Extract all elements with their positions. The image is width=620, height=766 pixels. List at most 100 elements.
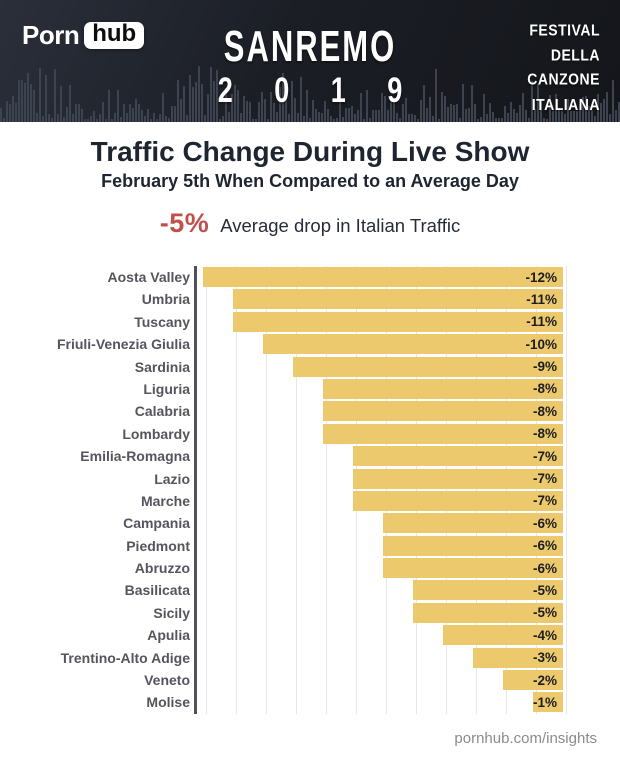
wave-bar — [405, 98, 407, 122]
bar-value-label: -5% — [532, 582, 557, 598]
wave-bar — [453, 104, 455, 122]
region-label: Basilicata — [124, 582, 190, 599]
wave-bar — [222, 115, 224, 122]
wave-bar — [327, 108, 329, 122]
footer-url: pornhub.com/insights — [454, 730, 597, 747]
wave-bar — [375, 109, 377, 122]
region-label: Friuli-Venezia Giulia — [56, 336, 190, 353]
wave-bar — [348, 108, 350, 122]
wave-bar — [549, 94, 551, 122]
wave-bar — [87, 118, 89, 122]
wave-bar — [93, 110, 95, 122]
wave-bar — [270, 92, 272, 122]
wave-bar — [234, 85, 236, 122]
wave-bar — [120, 117, 122, 122]
wave-bar — [273, 103, 275, 122]
wave-bar — [225, 88, 227, 122]
wave-bar — [510, 101, 512, 122]
wave-bar — [576, 111, 578, 122]
wave-bar — [306, 89, 308, 122]
bar-row: -12% — [197, 266, 564, 288]
wave-bar — [558, 107, 560, 122]
wave-bar — [288, 114, 290, 122]
wave-bar — [18, 79, 20, 122]
region-label: Abruzzo — [134, 560, 190, 577]
wave-bar — [444, 96, 446, 122]
bar-row: -8% — [197, 423, 564, 445]
wave-bar — [36, 112, 38, 122]
bar: -7% — [353, 446, 563, 467]
wave-bar — [360, 92, 362, 122]
wave-bar — [252, 118, 254, 122]
wave-bar — [615, 110, 617, 122]
wave-bar — [60, 86, 62, 122]
wave-bar — [192, 86, 194, 122]
region-label: Tuscany — [134, 313, 190, 330]
wave-bar — [561, 110, 563, 122]
wave-bar — [156, 118, 158, 122]
wave-bar — [42, 116, 44, 122]
gridline — [326, 266, 327, 714]
wave-bar — [516, 113, 518, 122]
bar-row: -11% — [197, 311, 564, 333]
bar-row: -3% — [197, 647, 564, 669]
region-label: Calabria — [134, 403, 190, 420]
wave-bar — [456, 103, 458, 122]
bar: -11% — [233, 311, 563, 332]
wave-bar — [285, 93, 287, 122]
bar: -6% — [383, 535, 563, 556]
wave-bar — [246, 100, 248, 122]
wave-bar — [390, 100, 392, 122]
wave-bar — [432, 115, 434, 122]
wave-bar — [135, 99, 137, 122]
wave-bar — [345, 107, 347, 122]
wave-bar — [447, 106, 449, 122]
wave-bar — [147, 109, 149, 122]
bar-value-label: -6% — [532, 560, 557, 576]
wave-bar — [555, 94, 557, 122]
wave-bar — [300, 77, 302, 122]
wave-bar — [90, 115, 92, 122]
bar-value-label: -8% — [532, 426, 557, 442]
wave-bar — [102, 102, 104, 122]
wave-bar — [465, 109, 467, 122]
wave-bar — [471, 85, 473, 122]
bar-value-label: -7% — [532, 493, 557, 509]
wave-bar — [6, 101, 8, 122]
wave-bar — [507, 112, 509, 122]
gridline — [236, 266, 237, 714]
wave-bar — [171, 106, 173, 122]
region-label: Marche — [140, 492, 190, 509]
wave-bar — [27, 72, 29, 122]
wave-bar — [132, 107, 134, 122]
region-label: Sardinia — [134, 358, 190, 375]
wave-bar — [159, 114, 161, 122]
wave-bar — [9, 104, 11, 122]
bar-row: -5% — [197, 602, 564, 624]
wave-bar — [534, 109, 536, 122]
wave-bar — [195, 82, 197, 122]
bar-value-label: -4% — [532, 627, 557, 643]
wave-bar — [186, 114, 188, 122]
wave-bar — [264, 98, 266, 122]
region-label: Campania — [123, 515, 190, 532]
wave-bar — [363, 118, 365, 122]
wave-bar — [75, 104, 77, 122]
bar-value-label: -2% — [532, 672, 557, 688]
wave-bar — [513, 109, 515, 122]
event-year: 2 0 1 9 — [217, 71, 420, 110]
wave-bar — [207, 94, 209, 122]
bar-row: -1% — [197, 691, 564, 713]
wave-bar — [72, 114, 74, 122]
wave-bar — [567, 99, 569, 122]
wave-bar — [111, 118, 113, 122]
wave-bar — [261, 91, 263, 122]
wave-bar — [438, 118, 440, 122]
bar: -11% — [233, 289, 563, 310]
wave-bar — [612, 79, 614, 122]
wave-bar — [486, 114, 488, 122]
region-label: Lombardy — [122, 425, 190, 442]
bar-value-label: -3% — [532, 650, 557, 666]
wave-bar — [81, 108, 83, 122]
wave-bar — [489, 102, 491, 122]
